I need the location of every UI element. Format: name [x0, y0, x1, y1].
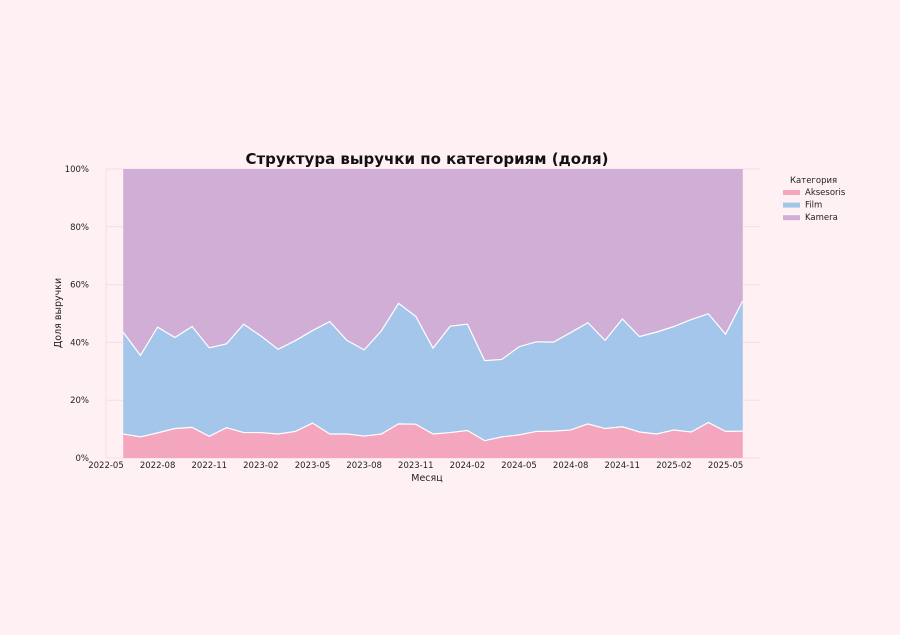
x-tick-label: 2024-02	[450, 461, 486, 471]
y-axis-ticks: 0% 20% 40% 60% 80% 100%	[65, 165, 89, 464]
x-tick-label: 2022-08	[140, 461, 176, 471]
x-tick-label: 2024-11	[605, 461, 641, 471]
x-tick-label: 2024-08	[553, 461, 589, 471]
chart-title: Структура выручки по категориям (доля)	[245, 150, 608, 168]
legend: Категория Aksesoris Film Kamera	[783, 176, 846, 223]
legend-label-film: Film	[805, 201, 822, 211]
legend-swatch-kamera	[783, 215, 800, 221]
y-tick-label: 20%	[70, 396, 89, 406]
legend-title: Категория	[790, 176, 837, 186]
legend-swatch-film	[783, 202, 800, 208]
legend-items: Aksesoris Film Kamera	[783, 188, 846, 223]
x-tick-label: 2025-02	[656, 461, 692, 471]
y-tick-label: 0%	[76, 454, 90, 464]
x-tick-label: 2023-05	[295, 461, 331, 471]
y-axis-label: Доля выручки	[53, 278, 64, 348]
area-film	[123, 300, 743, 441]
x-axis-ticks: 2022-05 2022-08 2022-11 2023-02 2023-05 2023-…	[88, 461, 743, 471]
x-tick-label: 2025-05	[708, 461, 744, 471]
y-tick-label: 80%	[70, 223, 89, 233]
x-axis-label: Месяц	[411, 473, 443, 484]
legend-label-kamera: Kamera	[805, 213, 838, 223]
y-tick-label: 100%	[65, 165, 89, 175]
legend-label-aksesoris: Aksesoris	[805, 188, 846, 198]
stacked-areas	[122, 169, 744, 458]
x-tick-label: 2023-11	[398, 461, 434, 471]
x-tick-label: 2024-05	[501, 461, 537, 471]
y-tick-label: 60%	[70, 281, 89, 291]
y-tick-label: 40%	[70, 338, 89, 348]
area-kamera	[123, 169, 743, 361]
legend-swatch-aksesoris	[783, 190, 800, 195]
boundary-line-aksesoris	[123, 421, 743, 442]
x-tick-label: 2022-05	[88, 461, 124, 471]
area-aksesoris	[123, 422, 743, 458]
x-tick-label: 2022-11	[192, 461, 228, 471]
boundary-line-film	[122, 300, 744, 362]
x-tick-label: 2023-08	[346, 461, 382, 471]
x-tick-label: 2023-02	[243, 461, 279, 471]
